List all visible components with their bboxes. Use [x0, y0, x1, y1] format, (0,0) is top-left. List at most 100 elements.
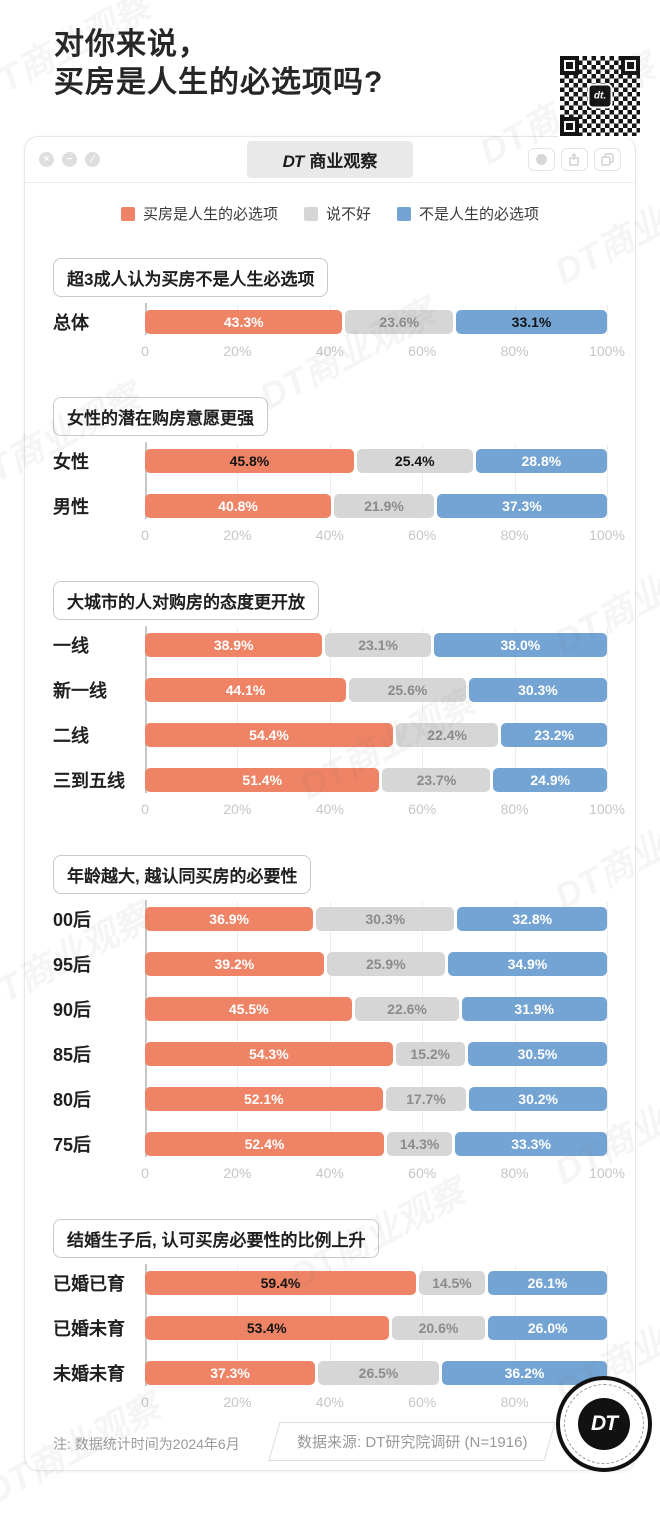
chart-row: 95后 39.2% 25.9% 34.9% [53, 951, 607, 977]
axis-tick: 40% [315, 801, 344, 817]
page-title-line1: 对你来说， [54, 28, 209, 61]
chart-rows: 女性 45.8% 25.4% 28.8% 男性 40.8% 21.9% 37.3% [53, 448, 607, 519]
bar-segment: 45.8% [145, 449, 354, 473]
bar-plot: 45.8% 25.4% 28.8% [145, 449, 607, 473]
bar-value: 14.3% [399, 1136, 440, 1152]
expand-icon[interactable]: ∕ [85, 152, 100, 167]
bar-segment: 23.7% [382, 768, 491, 792]
bar-value: 28.8% [521, 453, 562, 469]
share-button[interactable] [560, 148, 588, 171]
page-title-line2: 买房是人生的必选项吗? [54, 66, 384, 99]
window-title: DT 商业观察 [246, 141, 414, 178]
bar-plot: 40.8% 21.9% 37.3% [145, 494, 607, 518]
row-label: 总体 [53, 313, 89, 333]
bar-value: 22.6% [387, 1001, 427, 1017]
bar-segment: 20.6% [391, 1316, 486, 1340]
chart-section: 女性的潜在购房意愿更强 女性 45.8% 25.4% 28.8% 男性 40.8% 21.9%… [25, 397, 635, 547]
chart-row: 80后 52.1% 17.7% 30.2% [53, 1086, 608, 1112]
bar-plot: 53.4% 20.6% 26.0% [145, 1316, 607, 1340]
share-icon [569, 153, 580, 166]
gridline [607, 305, 608, 335]
bar-plot: 51.4% 23.7% 24.9% [145, 768, 608, 792]
row-label: 已婚已育 [53, 1274, 125, 1294]
chart-row: 85后 54.3% 15.2% 30.5% [53, 1041, 607, 1067]
bar-value: 38.9% [213, 637, 254, 653]
bar-value: 36.2% [504, 1365, 545, 1381]
legend-label: 说不好 [325, 206, 371, 223]
chart-rows: 00后 36.9% 30.3% 32.8% 95后 39.2% 25.9% 34.9% 90后 4… [53, 906, 608, 1157]
axis-tick: 20% [223, 343, 252, 359]
bar-value: 30.2% [518, 1091, 558, 1107]
gridline [329, 628, 331, 793]
bar-plot: 52.1% 17.7% 30.2% [145, 1087, 608, 1111]
window-titlebar: × − ∕ DT 商业观察 [25, 137, 635, 183]
bar-segment: 53.4% [145, 1316, 389, 1340]
bar-value: 30.5% [517, 1046, 558, 1062]
copy-button[interactable] [593, 148, 621, 171]
record-button[interactable] [527, 148, 555, 171]
bar-segment: 52.1% [145, 1087, 383, 1111]
bar-plot: 45.5% 22.6% 31.9% [145, 997, 608, 1021]
row-label: 男性 [53, 497, 89, 517]
bar-plot: 44.1% 25.6% 30.3% [145, 678, 607, 702]
bar-value: 22.4% [427, 727, 467, 743]
chart-rows: 已婚已育 59.4% 14.5% 26.1% 已婚未育 53.4% 20.6% 26.0% 未婚… [53, 1270, 608, 1386]
bar-segment: 22.6% [355, 997, 459, 1021]
axis-tick: 0 [141, 801, 149, 817]
axis-tick: 40% [315, 1394, 344, 1410]
bar-segment: 25.4% [356, 449, 473, 473]
bar-value: 45.8% [229, 453, 270, 469]
section-heading: 年龄越大, 越认同买房的必要性 [53, 855, 312, 894]
row-label: 00后 [53, 910, 92, 930]
bar-segment: 17.7% [385, 1087, 467, 1111]
chart-row: 女性 45.8% 25.4% 28.8% [53, 448, 607, 474]
axis-tick: 0 [141, 1394, 149, 1410]
bar-segment: 33.1% [456, 310, 607, 334]
y-axis-line [145, 442, 147, 519]
gridline [422, 902, 424, 1157]
axis-tick: 100% [589, 527, 625, 543]
gridline [422, 628, 424, 793]
bar-plot: 43.3% 23.6% 33.1% [145, 310, 607, 334]
x-axis: 020%40%60%80%100% [141, 1386, 625, 1414]
bar-value: 21.9% [364, 498, 404, 514]
bar-value: 24.9% [530, 772, 571, 788]
bar-plot: 36.9% 30.3% 32.8% [145, 907, 607, 931]
bar-value: 39.2% [214, 956, 255, 972]
bar-value: 17.7% [406, 1091, 446, 1107]
gridline [514, 628, 516, 793]
close-icon[interactable]: × [39, 152, 54, 167]
section-heading: 超3成人认为买房不是人生必选项 [53, 258, 329, 297]
bar-segment: 33.3% [455, 1132, 607, 1156]
bar-chart: 一线 38.9% 23.1% 38.0% 新一线 44.1% 25.6% 30.3% 二线 54.… [53, 626, 625, 821]
window-title-text: 商业观察 [309, 152, 378, 171]
bar-value: 15.2% [410, 1046, 451, 1062]
bar-value: 33.3% [511, 1136, 551, 1152]
bar-segment: 32.8% [457, 907, 607, 931]
axis-tick: 60% [408, 343, 437, 359]
axis-tick: 0 [141, 343, 149, 359]
y-axis-line [145, 900, 147, 1157]
axis-tick: 100% [589, 1165, 625, 1181]
axis-tick: 80% [500, 343, 529, 359]
bar-segment: 37.3% [145, 1361, 316, 1385]
bar-value: 37.3% [502, 498, 542, 514]
bar-plot: 37.3% 26.5% 36.2% [145, 1361, 608, 1385]
bar-value: 32.8% [512, 911, 553, 927]
chart-row: 总体 43.3% 23.6% 33.1% [53, 309, 607, 335]
legend: 买房是人生的必选项 说不好 不是人生的必选项 [25, 183, 635, 224]
row-label: 未婚未育 [53, 1364, 125, 1384]
bar-value: 59.4% [260, 1275, 301, 1291]
legend-item: 买房是人生的必选项 [120, 203, 278, 224]
bar-value: 23.7% [416, 772, 457, 788]
legend-swatch-gray [303, 206, 318, 221]
bar-value: 53.4% [246, 1320, 287, 1336]
bar-segment: 26.0% [488, 1316, 607, 1340]
row-label: 一线 [53, 636, 89, 656]
copy-icon [601, 153, 614, 166]
minimize-icon[interactable]: − [62, 152, 77, 167]
bar-value: 23.1% [358, 637, 398, 653]
source-box: 数据来源: DT研究院调研 (N=1916) [267, 1422, 556, 1461]
row-label: 二线 [53, 726, 89, 746]
